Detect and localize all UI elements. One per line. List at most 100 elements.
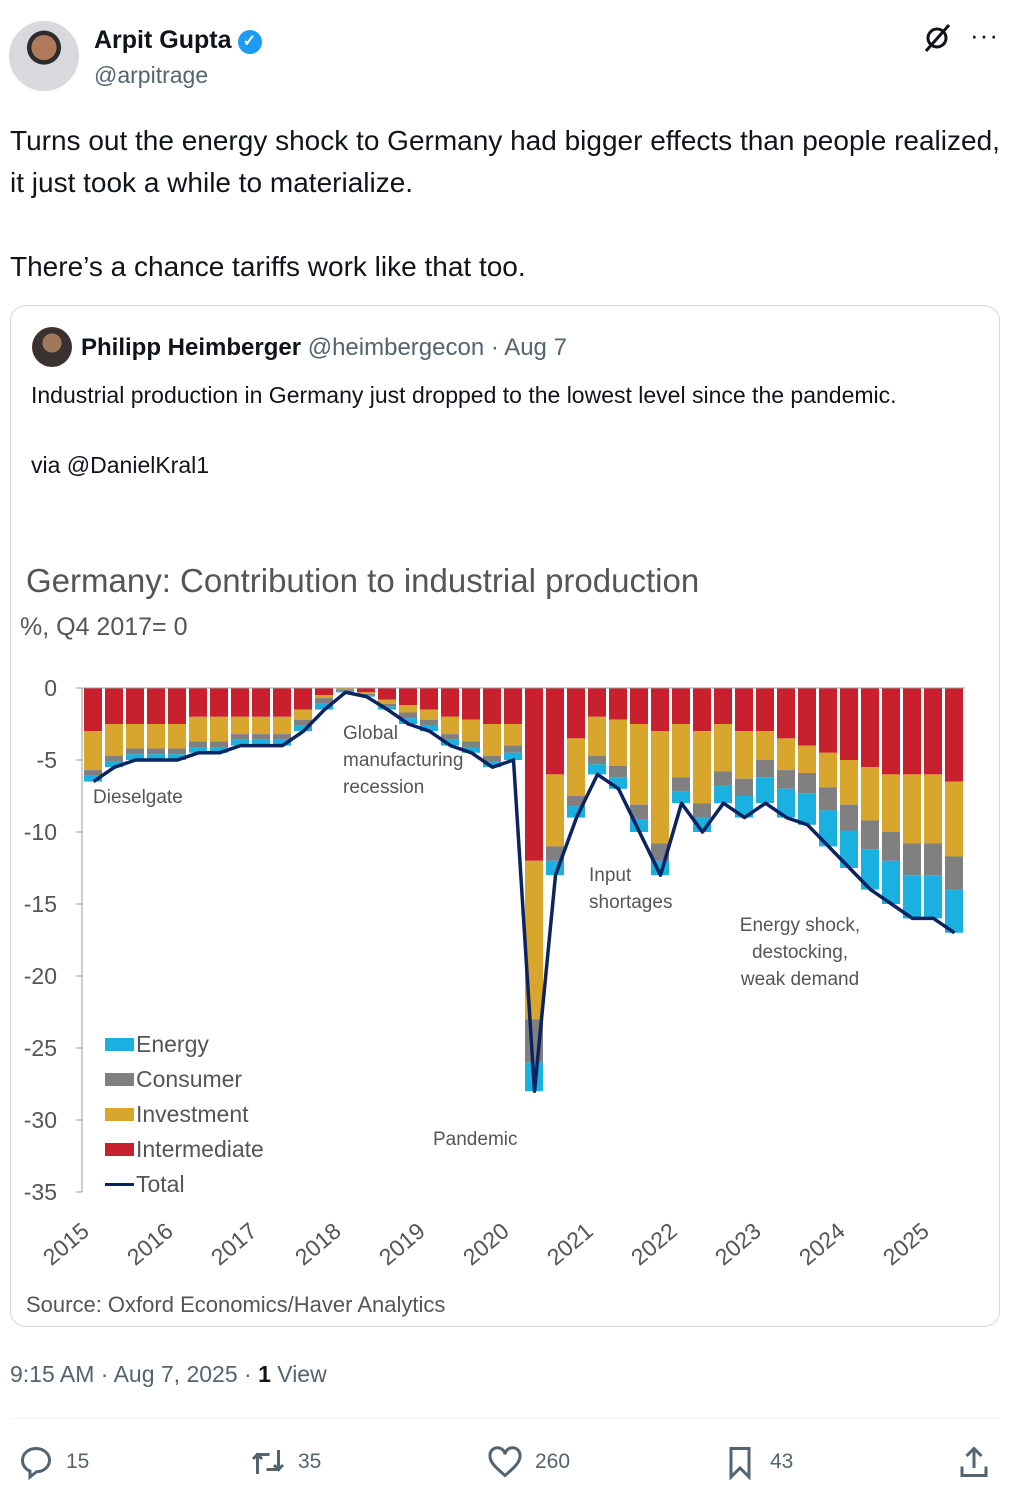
reply-button[interactable]: 15 xyxy=(18,1444,89,1480)
x-tick-label: 2024 xyxy=(794,1217,850,1270)
grok-icon[interactable] xyxy=(922,22,954,62)
annotation-pandemic: Pandemic xyxy=(433,1129,518,1150)
y-tick-label: -20 xyxy=(24,963,57,989)
chart-legend: Energy Consumer Investment Intermediate … xyxy=(105,1027,264,1202)
y-tick-label: -35 xyxy=(24,1179,57,1205)
annotation-global-recession: Global manufacturing recession xyxy=(343,720,463,801)
bar-investment xyxy=(315,695,333,699)
bar-intermediate xyxy=(609,688,627,720)
bar-consumer xyxy=(672,777,690,792)
bar-investment xyxy=(147,724,165,749)
quoted-avatar[interactable] xyxy=(32,327,72,367)
bar-intermediate xyxy=(483,688,501,724)
bar-consumer xyxy=(504,745,522,753)
bar-consumer xyxy=(336,689,354,691)
quoted-handle[interactable]: @heimbergecon xyxy=(307,334,485,361)
chart-source: Source: Oxford Economics/Haver Analytics xyxy=(26,1292,446,1317)
bar-consumer xyxy=(294,719,312,726)
bar-energy xyxy=(231,739,249,746)
bar-consumer xyxy=(462,741,480,748)
annotation-line: Input xyxy=(589,865,632,886)
x-tick-label: 2019 xyxy=(374,1217,430,1270)
bar-energy xyxy=(840,830,858,868)
bar-intermediate xyxy=(672,688,690,724)
bar-energy xyxy=(798,793,816,825)
more-options-icon[interactable]: ··· xyxy=(970,20,999,50)
bar-consumer xyxy=(882,832,900,861)
repost-button[interactable]: 35 xyxy=(250,1444,321,1480)
total-line xyxy=(92,690,956,1093)
bar-investment xyxy=(546,774,564,847)
bar-investment xyxy=(903,774,921,844)
bar-intermediate xyxy=(798,688,816,746)
annotation-line: manufacturing xyxy=(343,750,464,771)
bar-investment xyxy=(882,774,900,832)
bar-investment xyxy=(84,731,102,771)
bar-consumer xyxy=(903,843,921,876)
bar-energy xyxy=(252,739,270,746)
quoted-date[interactable]: Aug 7 xyxy=(504,334,567,361)
tweet-timestamp[interactable]: 9:15 AM · Aug 7, 2025 · 1 View xyxy=(10,1361,327,1388)
bar-consumer xyxy=(735,778,753,796)
annotation-dieselgate: Dieselgate xyxy=(93,787,183,808)
bar-investment xyxy=(168,724,186,749)
separator: · xyxy=(484,334,505,361)
legend-label: Intermediate xyxy=(136,1136,264,1162)
bar-investment xyxy=(357,692,375,694)
x-tick-label: 2020 xyxy=(458,1217,514,1270)
bar-consumer xyxy=(168,748,186,755)
avatar[interactable] xyxy=(9,21,79,91)
chart-title: Germany: Contribution to industrial prod… xyxy=(26,562,700,599)
bar-energy xyxy=(126,754,144,760)
bar-energy xyxy=(462,747,480,753)
x-tick-label: 2023 xyxy=(710,1217,766,1270)
quoted-tweet-card[interactable] xyxy=(10,305,1000,1327)
quoted-author-name[interactable]: Philipp Heimberger xyxy=(81,334,302,361)
bar-intermediate xyxy=(210,688,228,717)
author-handle[interactable]: @arpitrage xyxy=(94,62,209,88)
bar-energy xyxy=(420,725,438,732)
author-name[interactable]: Arpit Gupta ✓ xyxy=(94,26,262,55)
bar-energy xyxy=(189,747,207,753)
bar-consumer xyxy=(84,770,102,776)
quoted-header: Philipp Heimberger @heimbergecon · Aug 7 xyxy=(81,334,567,362)
bar-energy xyxy=(756,777,774,804)
like-button[interactable]: 260 xyxy=(487,1444,570,1480)
bar-consumer xyxy=(630,804,648,820)
bar-intermediate xyxy=(252,688,270,717)
y-tick-label: -10 xyxy=(24,819,57,845)
bar-consumer xyxy=(189,741,207,748)
bar-energy xyxy=(819,810,837,847)
bar-intermediate xyxy=(588,688,606,717)
bar-intermediate xyxy=(315,688,333,696)
x-tick-label: 2018 xyxy=(290,1217,346,1270)
bookmark-icon xyxy=(729,1447,751,1480)
y-tick-label: -15 xyxy=(24,891,57,917)
bar-intermediate xyxy=(126,688,144,724)
quoted-text-line: Industrial production in Germany just dr… xyxy=(31,382,897,408)
bar-investment xyxy=(861,767,879,821)
views-count: 1 xyxy=(258,1361,271,1387)
bar-consumer xyxy=(714,771,732,786)
bar-consumer xyxy=(126,748,144,755)
y-tick-label: -5 xyxy=(37,747,57,773)
bar-intermediate xyxy=(945,688,963,782)
bar-consumer xyxy=(357,693,375,696)
time: 9:15 AM xyxy=(10,1361,95,1387)
bar-consumer xyxy=(105,755,123,762)
bar-energy xyxy=(504,752,522,760)
x-tick-label: 2021 xyxy=(542,1217,598,1270)
bookmark-button[interactable]: 43 xyxy=(722,1444,793,1480)
legend-swatch xyxy=(105,1183,134,1186)
bar-investment xyxy=(189,716,207,742)
bar-intermediate xyxy=(777,688,795,739)
bar-consumer xyxy=(273,734,291,740)
bar-investment xyxy=(378,699,396,704)
bar-investment xyxy=(399,705,417,713)
bar-investment xyxy=(252,716,270,735)
bar-consumer xyxy=(231,734,249,740)
bar-energy xyxy=(609,777,627,789)
share-button[interactable] xyxy=(956,1444,1004,1480)
annotation-line: Energy shock, xyxy=(739,915,861,936)
bar-investment xyxy=(210,716,228,742)
